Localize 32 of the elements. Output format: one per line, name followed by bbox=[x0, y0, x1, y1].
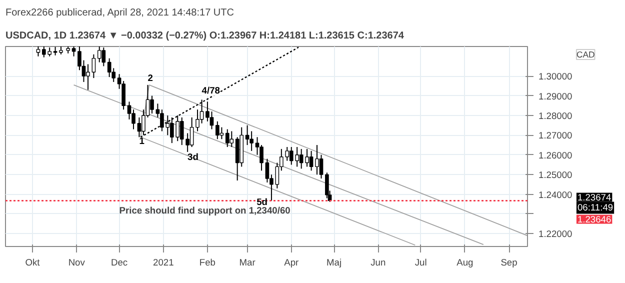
annotation: 3d bbox=[188, 152, 199, 162]
x-tick-label: Jun bbox=[370, 258, 386, 268]
x-tick-label: Maj bbox=[326, 258, 342, 268]
x-tick-label: Feb bbox=[199, 258, 216, 268]
x-tick-label: Apr bbox=[284, 258, 299, 268]
y-tick-label: 1.30000 bbox=[538, 72, 572, 82]
x-tick-label: Dec bbox=[110, 258, 128, 268]
text: 06:11:49 bbox=[577, 202, 614, 213]
text: 1.23646 bbox=[577, 214, 612, 225]
annotation: 4/78 bbox=[202, 86, 220, 96]
x-tick-label: 2021 bbox=[153, 258, 174, 268]
y-tick-label: 1.24000 bbox=[538, 190, 572, 200]
x-tick-label: Mar bbox=[239, 258, 256, 268]
x-tick-label: Okt bbox=[25, 258, 40, 268]
y-tick-label: 1.29000 bbox=[538, 91, 572, 102]
x-tick-label: Aug bbox=[456, 258, 474, 268]
y-tick-label: 1.22000 bbox=[538, 229, 572, 240]
x-tick-label: Nov bbox=[68, 258, 86, 268]
chart-title: Forex2266 publicerad, April 28, 2021 14:48:17 UTC bbox=[6, 8, 234, 18]
text: CAD bbox=[576, 50, 595, 60]
annotation: 5d bbox=[256, 196, 268, 207]
annotation: 1 bbox=[139, 136, 144, 146]
y-tick-label: 1.28000 bbox=[538, 110, 572, 121]
chart-subtitle: USDCAD, 1D 1.23674 ▼ −0.00332 (−0.27%) O:1.23967 H:1.24181 L:1.23615 C:1.23674 bbox=[6, 30, 404, 42]
text: 1.23674 bbox=[577, 192, 612, 203]
x-tick-label: Sep bbox=[500, 258, 518, 268]
annotation: Price should find support on 1,2340/60 bbox=[119, 206, 290, 216]
annotation: 2 bbox=[148, 72, 153, 83]
y-tick-label: 1.26000 bbox=[538, 150, 572, 160]
y-tick-label: 1.25000 bbox=[538, 170, 572, 180]
x-tick-label: Jul bbox=[414, 258, 427, 268]
y-tick-label: 1.27000 bbox=[538, 130, 572, 141]
